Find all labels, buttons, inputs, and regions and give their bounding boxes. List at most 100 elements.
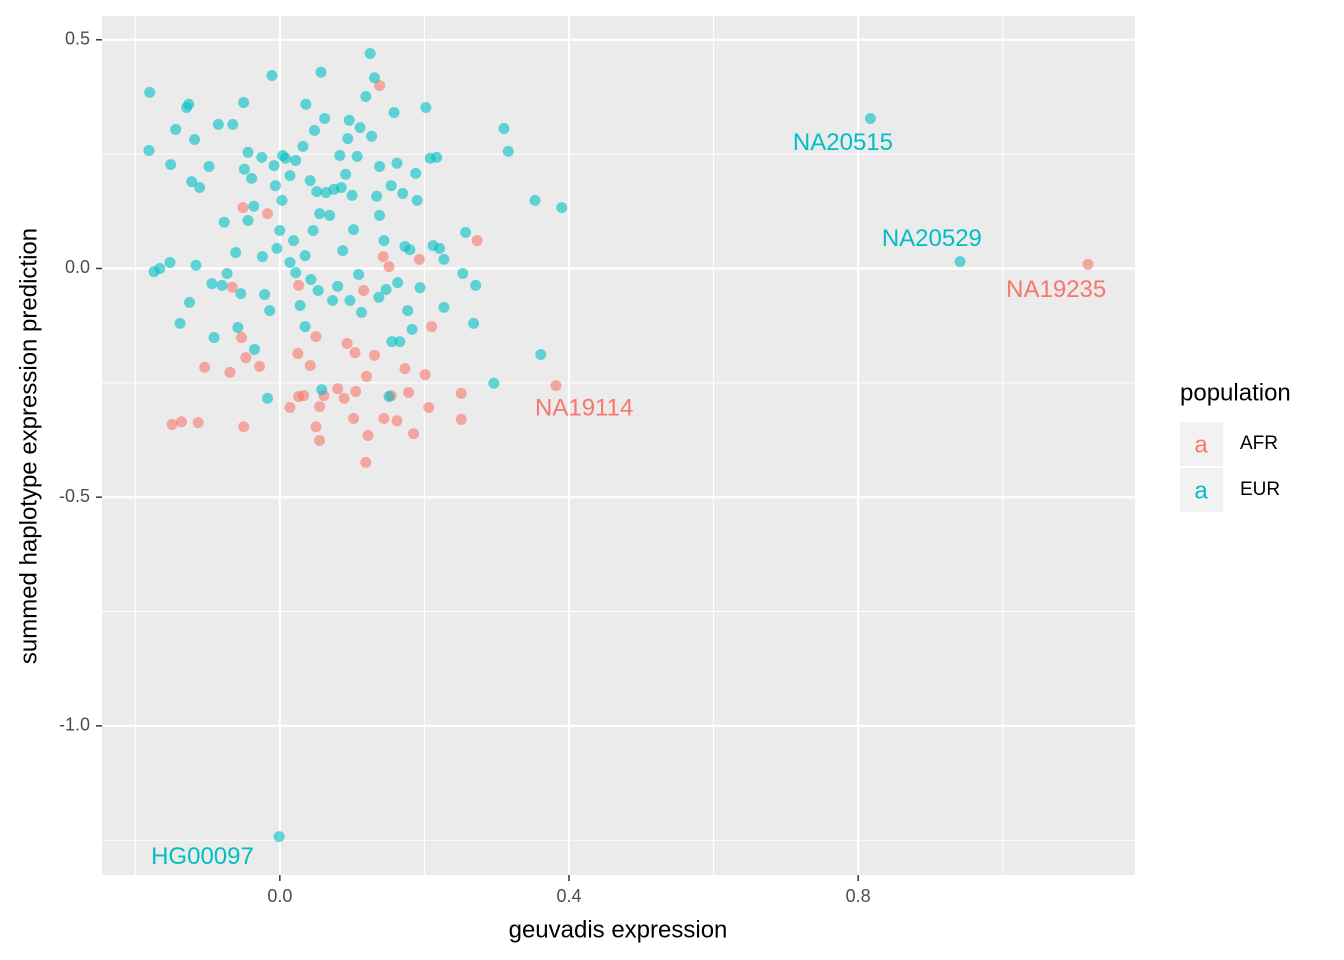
point bbox=[431, 151, 443, 163]
point bbox=[262, 392, 274, 404]
point bbox=[293, 279, 305, 291]
point bbox=[292, 348, 304, 360]
point bbox=[380, 284, 392, 296]
point-label: NA19114 bbox=[535, 395, 633, 422]
point bbox=[264, 305, 276, 317]
point bbox=[457, 268, 469, 280]
point bbox=[274, 225, 286, 237]
point bbox=[144, 86, 156, 98]
point bbox=[438, 301, 450, 313]
point bbox=[304, 359, 316, 371]
point bbox=[284, 402, 296, 414]
point bbox=[535, 348, 547, 360]
point bbox=[183, 98, 195, 110]
point bbox=[408, 428, 420, 440]
point bbox=[369, 72, 381, 84]
point bbox=[332, 383, 344, 395]
point bbox=[423, 402, 435, 414]
point bbox=[369, 349, 381, 361]
point bbox=[242, 214, 254, 226]
point bbox=[298, 390, 310, 402]
point-label: NA20529 bbox=[882, 225, 982, 252]
point bbox=[414, 282, 426, 294]
point bbox=[143, 144, 155, 156]
point bbox=[438, 253, 450, 265]
point bbox=[218, 216, 230, 228]
point bbox=[391, 157, 403, 169]
point bbox=[226, 281, 238, 293]
point bbox=[314, 401, 326, 413]
point bbox=[189, 133, 201, 145]
point bbox=[374, 80, 386, 92]
point bbox=[388, 107, 400, 119]
point bbox=[455, 413, 467, 425]
point bbox=[238, 163, 250, 175]
point bbox=[314, 208, 326, 220]
point bbox=[206, 278, 218, 290]
point bbox=[335, 182, 347, 194]
point bbox=[385, 180, 397, 192]
point bbox=[203, 160, 215, 172]
legend-key bbox=[1180, 468, 1223, 512]
point bbox=[256, 151, 268, 163]
point bbox=[254, 360, 266, 372]
point bbox=[309, 124, 321, 136]
point bbox=[426, 321, 438, 333]
point bbox=[290, 155, 302, 167]
point bbox=[351, 150, 363, 162]
point bbox=[419, 369, 431, 381]
point bbox=[455, 387, 467, 399]
point bbox=[262, 208, 274, 220]
point bbox=[271, 242, 283, 254]
point bbox=[297, 140, 309, 152]
point bbox=[165, 159, 177, 171]
point bbox=[236, 332, 248, 344]
y-tick-label: -1.0 bbox=[59, 715, 90, 735]
point-label: NA19235 bbox=[1006, 276, 1106, 303]
point bbox=[344, 295, 356, 307]
point bbox=[411, 194, 423, 206]
point bbox=[224, 366, 236, 378]
point bbox=[232, 321, 244, 333]
point bbox=[468, 317, 480, 329]
point bbox=[399, 363, 411, 375]
point bbox=[364, 48, 376, 60]
point bbox=[276, 194, 288, 206]
point bbox=[249, 343, 261, 355]
point bbox=[324, 209, 336, 221]
point bbox=[164, 257, 176, 269]
point bbox=[378, 413, 390, 425]
point bbox=[470, 279, 482, 291]
point bbox=[366, 130, 378, 142]
y-axis-title: summed haplotype expression prediction bbox=[15, 228, 42, 664]
legend-key-glyph: a bbox=[1194, 431, 1208, 458]
point bbox=[221, 268, 233, 280]
point bbox=[311, 186, 323, 198]
point bbox=[350, 386, 362, 398]
legend-key-glyph: a bbox=[1194, 477, 1208, 504]
point bbox=[315, 66, 327, 78]
point bbox=[299, 250, 311, 262]
point bbox=[305, 273, 317, 285]
point bbox=[238, 96, 250, 108]
point bbox=[208, 332, 220, 344]
point bbox=[354, 122, 366, 134]
legend-label: EUR bbox=[1240, 479, 1280, 500]
point bbox=[373, 291, 385, 303]
point bbox=[176, 416, 188, 428]
point bbox=[237, 202, 249, 214]
point bbox=[230, 246, 242, 258]
point bbox=[269, 180, 281, 192]
x-axis-title: geuvadis expression bbox=[509, 916, 728, 943]
point bbox=[394, 336, 406, 348]
point bbox=[391, 415, 403, 427]
point bbox=[410, 167, 422, 179]
point bbox=[340, 168, 352, 180]
point bbox=[194, 182, 206, 194]
point bbox=[174, 317, 186, 329]
point bbox=[242, 146, 254, 158]
point bbox=[502, 145, 514, 157]
point bbox=[471, 235, 483, 247]
point bbox=[343, 114, 355, 126]
